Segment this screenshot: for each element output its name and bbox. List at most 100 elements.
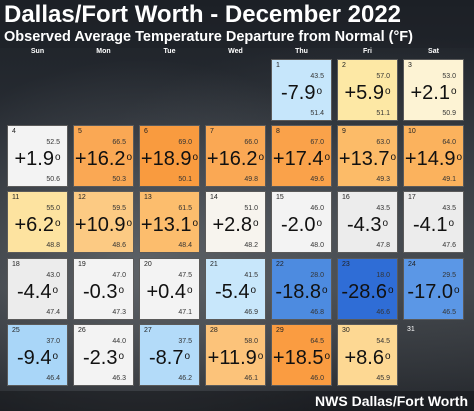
degree-symbol: o [316,218,323,229]
observed-average-value: 66.0 [244,139,258,146]
departure-number: +6.2 [14,214,54,236]
observed-average-value: 57.0 [376,73,390,80]
degree-symbol: o [324,152,331,163]
normal-value: 48.8 [46,242,60,249]
departure-number: -4.3 [346,214,382,236]
departure-number: +5.9 [344,82,384,104]
day-number: 4 [12,128,16,135]
observed-average-value: 46.0 [310,205,324,212]
day-number: 17 [408,194,416,201]
observed-average-value: 28.0 [310,272,324,279]
departure-number: -8.7 [148,347,184,369]
departure-number: +18.9 [140,148,192,170]
departure-number: -4.4 [16,281,52,303]
day-number: 7 [210,128,214,135]
departure-value: -4.3o [338,214,397,237]
day-cell: 4 52.5 +1.9o 50.6 [7,125,68,187]
day-cell: 24 29.5 -17.0o 46.5 [403,258,464,320]
degree-symbol: o [52,285,59,296]
degree-symbol: o [324,351,331,362]
day-cell: 13 61.5 +13.1o 48.4 [139,191,200,253]
observed-average-value: 66.5 [112,139,126,146]
observed-average-value: 59.5 [112,205,126,212]
degree-symbol: o [322,285,328,296]
day-number: 16 [342,194,350,201]
degree-symbol: o [252,218,259,229]
departure-number: +2.8 [212,214,252,236]
departure-value: +18.9o [140,148,199,171]
observed-average-value: 69.0 [178,139,192,146]
departure-number: +13.7 [338,148,390,170]
departure-number: +16.2 [74,148,126,170]
departure-number: +2.1 [410,82,450,104]
normal-value: 49.1 [442,176,456,183]
normal-value: 49.8 [244,176,258,183]
day-cell: 25 37.0 -9.4o 46.4 [7,324,68,386]
departure-number: +11.9 [207,347,257,369]
normal-value: 48.6 [112,242,126,249]
departure-number: +10.9 [74,214,126,236]
observed-average-value: 41.5 [244,272,258,279]
departure-number: +18.5 [272,347,324,369]
normal-value: 49.6 [310,176,324,183]
departure-number: -2.3 [82,347,118,369]
normal-value: 48.4 [178,242,192,249]
observed-average-value: 43.5 [376,205,390,212]
degree-symbol: o [118,351,125,362]
departure-value: +13.1o [140,214,199,237]
departure-value: +13.7o [338,148,397,171]
normal-value: 47.1 [178,309,192,316]
departure-value: +0.4o [140,281,199,304]
weekday-label-fri: Fri [363,48,372,55]
departure-value: -8.7o [140,347,199,370]
departure-number: +16.2 [206,148,258,170]
observed-average-value: 61.5 [178,205,192,212]
observed-average-value: 18.0 [376,272,390,279]
departure-number: +8.6 [344,347,384,369]
departure-number: -18.8 [275,281,322,303]
normal-value: 45.9 [376,375,390,382]
departure-value: -18.8o [272,281,331,304]
observed-average-value: 37.5 [178,338,192,345]
day-cell: 27 37.5 -8.7o 46.2 [139,324,200,386]
observed-average-value: 55.0 [46,205,60,212]
day-number: 12 [78,194,86,201]
normal-value: 47.4 [46,309,60,316]
day-number: 31 [407,326,415,333]
departure-value: -2.3o [74,347,133,370]
departure-value: +6.2o [8,214,67,237]
degree-symbol: o [52,351,59,362]
day-number: 24 [408,261,416,268]
departure-value: -9.4o [8,347,67,370]
degree-symbol: o [258,152,265,163]
departure-value: -0.3o [74,281,133,304]
normal-value: 50.9 [442,110,456,117]
day-cell: 10 64.0 +14.9o 49.1 [403,125,464,187]
departure-value: -7.9o [272,82,331,105]
degree-symbol: o [384,86,391,97]
departure-number: -4.1 [412,214,448,236]
departure-value: +2.1o [404,82,463,105]
normal-value: 50.1 [178,176,192,183]
day-cell: 28 58.0 +11.9o 46.1 [205,324,266,386]
header-band [0,0,474,48]
day-number: 15 [276,194,284,201]
day-number: 14 [210,194,218,201]
observed-average-value: 43.5 [310,73,324,80]
observed-average-value: 53.0 [442,73,456,80]
weekday-label-thu: Thu [295,48,308,55]
day-cell: 6 69.0 +18.9o 50.1 [139,125,200,187]
departure-value: +18.5o [272,347,331,370]
day-number: 28 [210,327,218,334]
observed-average-value: 44.0 [112,338,126,345]
day-cell: 31 [403,324,464,386]
day-number: 27 [144,327,152,334]
page-title: Dallas/Fort Worth - December 2022 [4,1,402,28]
departure-number: -2.0 [280,214,316,236]
normal-value: 46.2 [178,375,192,382]
day-cell: 7 66.0 +16.2o 49.8 [205,125,266,187]
day-number: 8 [276,128,280,135]
observed-average-value: 47.0 [112,272,126,279]
day-cell: 26 44.0 -2.3o 46.3 [73,324,134,386]
day-number: 1 [276,62,280,69]
